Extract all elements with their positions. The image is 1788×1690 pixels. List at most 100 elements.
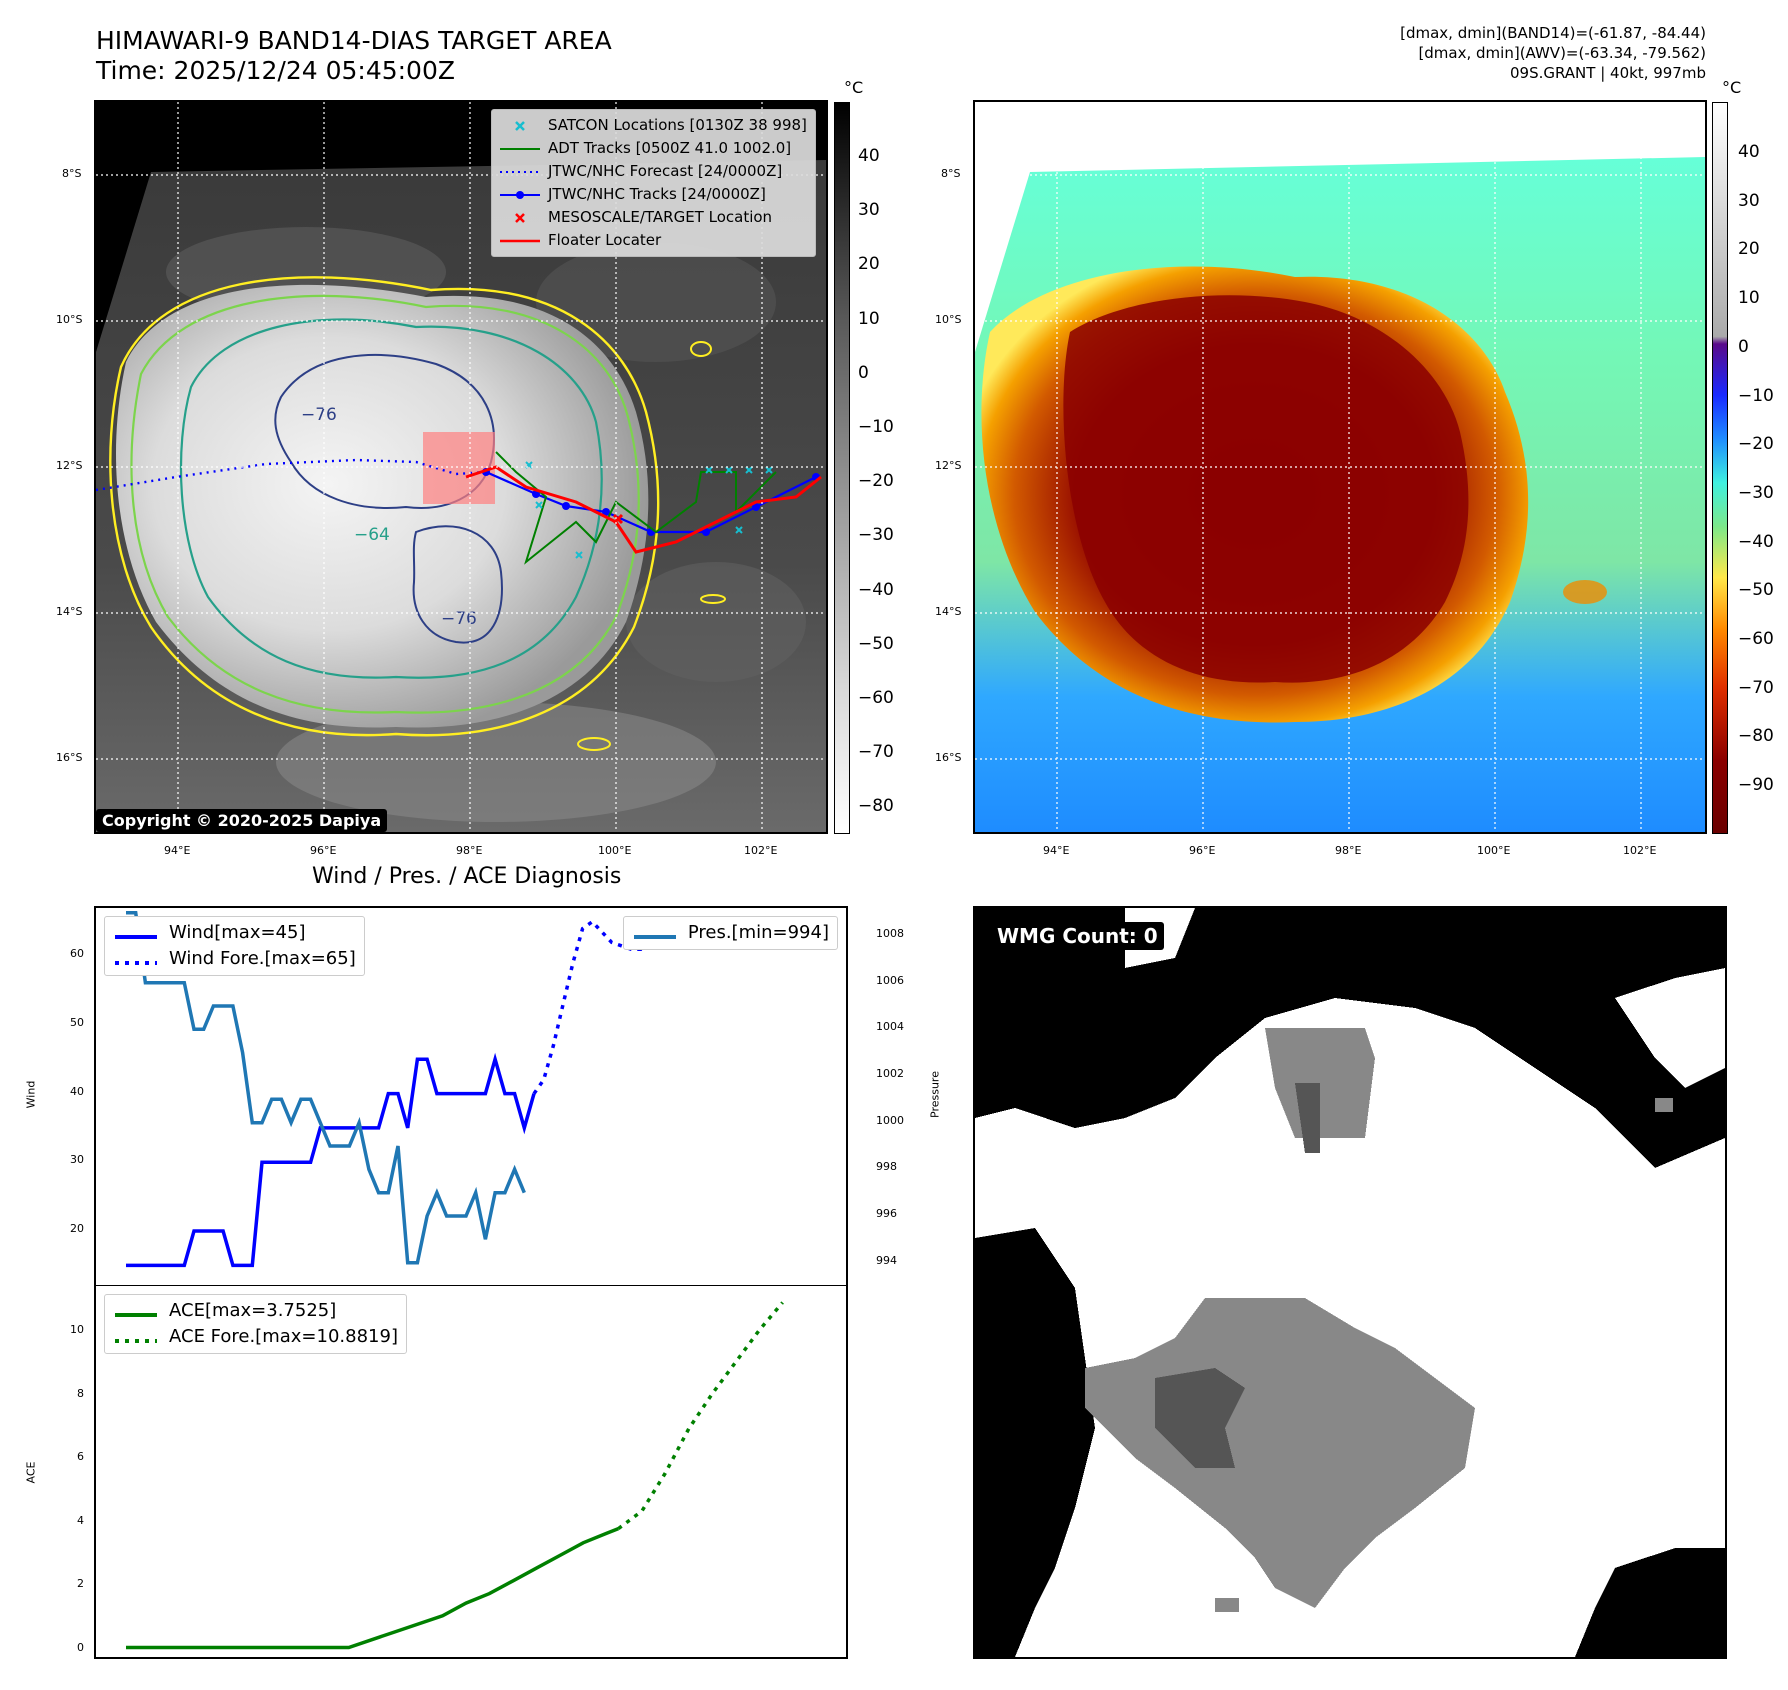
ir-colorbar-tick: −20 (858, 471, 894, 492)
figure-title: HIMAWARI-9 BAND14-DIAS TARGET AREA (96, 26, 612, 55)
legend-wind: Wind[max=45] (113, 920, 356, 946)
ir-colorbar-tick: 30 (858, 200, 880, 221)
y-tick: 30 (70, 1153, 84, 1167)
wmg-black-southeast (1575, 1548, 1725, 1657)
ir-map-canvas: −76 −64 −76 (96, 102, 826, 832)
jet-colorbar-tick: −60 (1738, 629, 1774, 649)
jet-colorbar-tick: −10 (1738, 385, 1774, 406)
band14-range: [dmax, dmin](BAND14)=(-61.87, -84.44) (1400, 24, 1706, 42)
lat-tick: 10°S (56, 313, 83, 326)
wind-max-line (126, 1052, 536, 1268)
legend-jtwc-track: JTWC/NHC Tracks [24/0000Z] (498, 183, 807, 206)
y-tick: 1002 (876, 1067, 904, 1080)
lat-tick: 12°S (935, 459, 962, 472)
jet-colorbar (1712, 102, 1728, 834)
y-tick: 1006 (876, 973, 904, 987)
y-tick: 1000 (876, 1113, 904, 1127)
y-tick: 50 (70, 1015, 84, 1029)
lat-tick: 16°S (935, 751, 962, 764)
solid-line-icon (498, 141, 542, 157)
legend-adt: ADT Tracks [0500Z 41.0 1002.0] (498, 137, 807, 160)
lon-tick: 100°E (598, 844, 632, 857)
ir-satellite-map: −76 −64 −76 (94, 100, 828, 834)
ir-colorbar-tick: −70 (858, 742, 894, 763)
ace-plot (126, 1301, 784, 1650)
solid-line-icon (498, 233, 542, 249)
storm-info: 09S.GRANT | 40kt, 997mb (1509, 64, 1706, 82)
solid-line-icon (632, 926, 678, 940)
jet-colorbar-tick: −80 (1738, 726, 1774, 747)
y-tick: 8 (77, 1386, 84, 1400)
lon-tick: 96°E (310, 844, 337, 857)
diagnosis-title: Wind / Pres. / ACE Diagnosis (312, 864, 622, 889)
lon-tick: 98°E (1335, 844, 1362, 857)
line-dot-icon (498, 187, 542, 203)
ir-colorbar-tick: 10 (858, 308, 880, 329)
pres-legend: Pres.[min=994] (622, 916, 838, 950)
lon-tick: 94°E (1043, 844, 1070, 857)
pres-min-line (126, 910, 526, 1265)
mesoscale-location-mark (612, 513, 624, 525)
lon-tick: 102°E (744, 844, 778, 857)
solid-line-icon (113, 1304, 159, 1318)
jet-colorbar-tick: 30 (1738, 190, 1760, 211)
contour-label-2: −64 (354, 525, 390, 545)
ace-max-line (126, 1526, 620, 1650)
lon-tick: 98°E (456, 844, 483, 857)
legend-floater: Floater Locater (498, 229, 807, 252)
mesoscale-target-box (423, 432, 495, 504)
legend-satcon: SATCON Locations [0130Z 38 998] (498, 114, 807, 137)
legend-wind-forecast: Wind Fore.[max=65] (113, 946, 356, 972)
wmg-canvas (975, 908, 1725, 1657)
storm-cloud-shield (116, 284, 649, 728)
y-tick: 996 (876, 1207, 897, 1220)
jtwc-track (485, 470, 817, 534)
jet-colorbar-tick: −70 (1738, 677, 1774, 698)
satcon-locations (525, 461, 773, 559)
y-tick: 4 (77, 1513, 84, 1527)
contour-navy-south (412, 525, 503, 644)
legend-ace: ACE[max=3.7525] (113, 1298, 398, 1324)
contour-label-1: −76 (301, 405, 337, 425)
wind-axis-label: Wind (24, 1080, 38, 1109)
lat-tick: 16°S (56, 751, 83, 764)
legend-jtwc-forecast: JTWC/NHC Forecast [24/0000Z] (498, 160, 807, 183)
jet-colorbar-unit: °C (1722, 78, 1742, 97)
ace-legend: ACE[max=3.7525] ACE Fore.[max=10.8819] (104, 1294, 407, 1354)
ir-colorbar-tick: −60 (858, 688, 894, 708)
wmg-black-west (975, 1228, 1095, 1657)
floater-locater (465, 465, 822, 554)
wmg-black-north (975, 908, 1725, 1168)
ir-colorbar-unit: °C (844, 78, 864, 97)
x-mark-icon (498, 210, 542, 226)
map-legend: SATCON Locations [0130Z 38 998] ADT Trac… (491, 109, 816, 257)
lat-tick: 14°S (935, 605, 962, 618)
lat-tick: 8°S (62, 167, 82, 180)
copyright-badge: Copyright © 2020-2025 Dapiya (96, 809, 388, 832)
pressure-axis-label: Pressure (928, 1071, 942, 1118)
contour-teal (179, 318, 603, 679)
ir-colorbar-tick: −50 (858, 633, 894, 654)
ir-colorbar-tick: 20 (858, 254, 880, 275)
dotted-line-icon (113, 952, 159, 966)
jet-colorbar-tick: −40 (1738, 531, 1774, 552)
x-mark-icon (498, 118, 542, 134)
y-tick: 60 (70, 947, 84, 961)
y-tick: 0 (77, 1640, 84, 1654)
y-tick: 6 (77, 1450, 84, 1464)
wmg-panel: WMG Count: 0 (973, 906, 1727, 1659)
wmg-count-badge: WMG Count: 0 (991, 922, 1164, 950)
lon-tick: 102°E (1623, 844, 1657, 857)
jet-map-canvas (975, 102, 1705, 832)
jet-colorbar-tick: −20 (1738, 434, 1774, 455)
solid-line-icon (113, 926, 159, 940)
jet-colorbar-tick: 40 (1738, 142, 1760, 162)
ir-colorbar-tick: −80 (858, 796, 894, 817)
contour-yellow (109, 276, 660, 737)
ir-colorbar-tick: −40 (858, 579, 894, 600)
ir-colorbar-tick: −10 (858, 417, 894, 437)
y-tick: 20 (70, 1222, 84, 1235)
lon-tick: 94°E (164, 844, 191, 857)
enhanced-ir-map (973, 100, 1707, 834)
lat-tick: 8°S (941, 167, 961, 180)
